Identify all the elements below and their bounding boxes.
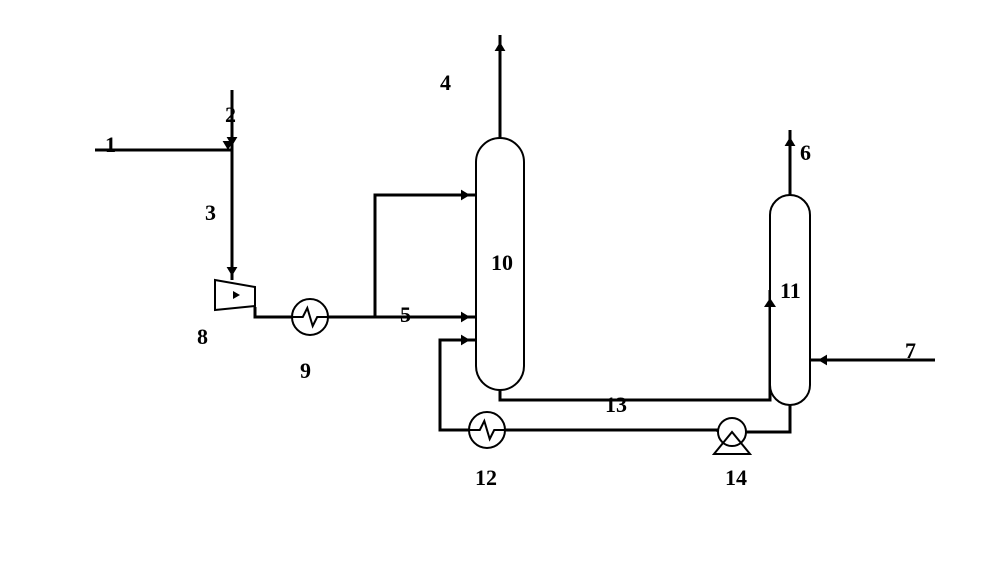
label-4: 4 xyxy=(440,70,451,96)
process-flow-diagram xyxy=(0,0,1000,582)
label-2: 2 xyxy=(225,102,236,128)
label-5: 5 xyxy=(400,302,411,328)
stream-pump-out xyxy=(505,430,718,432)
label-14: 14 xyxy=(725,465,747,491)
label-8: 8 xyxy=(197,324,208,350)
label-11: 11 xyxy=(780,278,801,304)
arrow-a5_main xyxy=(461,312,470,323)
label-7: 7 xyxy=(905,338,916,364)
stream-hx12-out xyxy=(440,340,476,430)
label-6: 6 xyxy=(800,140,811,166)
label-13: 13 xyxy=(605,392,627,418)
arrow-a3 xyxy=(227,267,238,276)
stream-13 xyxy=(500,290,770,400)
label-3: 3 xyxy=(205,200,216,226)
arrow-a5_up xyxy=(461,190,470,201)
arrow-a7 xyxy=(818,355,827,366)
label-1: 1 xyxy=(105,132,116,158)
label-12: 12 xyxy=(475,465,497,491)
stream-compressor-out xyxy=(255,307,292,317)
arrow-a4 xyxy=(495,42,506,51)
arrow-a12_in xyxy=(461,335,470,346)
arrow-a6 xyxy=(785,137,796,146)
label-10: 10 xyxy=(491,250,513,276)
label-9: 9 xyxy=(300,358,311,384)
stream-5-branch xyxy=(375,195,476,317)
